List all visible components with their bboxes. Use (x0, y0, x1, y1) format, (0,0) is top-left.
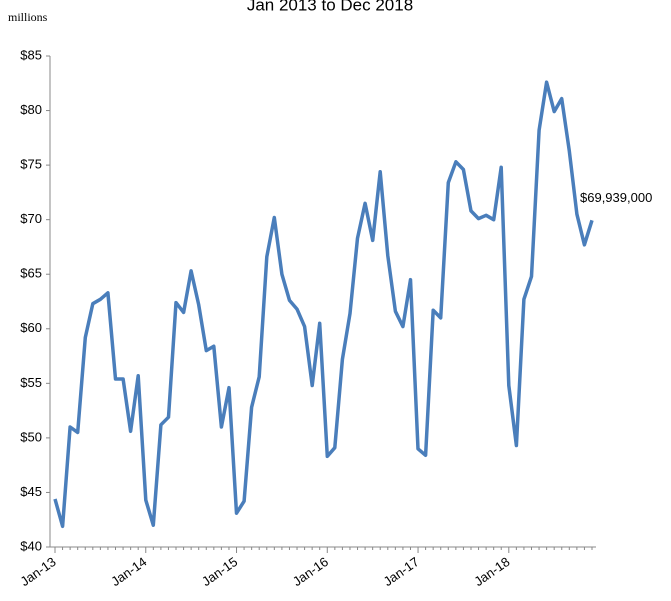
y-tick-label: $75 (20, 157, 42, 172)
y-tick-label: $85 (20, 47, 42, 62)
y-tick-label: $80 (20, 102, 42, 117)
x-tick-label: Jan-13 (18, 554, 59, 589)
y-tick-label: $65 (20, 266, 42, 281)
y-tick-label: $55 (20, 375, 42, 390)
unit-label: millions (8, 10, 48, 24)
line-series (53, 80, 594, 529)
y-tick-label: $50 (20, 429, 42, 444)
y-tick-label: $60 (20, 320, 42, 335)
x-tick-label: Jan-15 (199, 554, 240, 589)
x-tick-label: Jan-14 (108, 554, 149, 589)
x-tick-label: Jan-16 (290, 554, 331, 589)
y-tick-label: $70 (20, 211, 42, 226)
y-tick-label: $40 (20, 538, 42, 553)
y-tick-label: $45 (20, 484, 42, 499)
x-tick-label: Jan-18 (471, 554, 512, 589)
chart-title: Jan 2013 to Dec 2018 (247, 0, 413, 14)
x-tick-label: Jan-17 (381, 554, 422, 589)
data-label: $69,939,000 (580, 190, 652, 205)
